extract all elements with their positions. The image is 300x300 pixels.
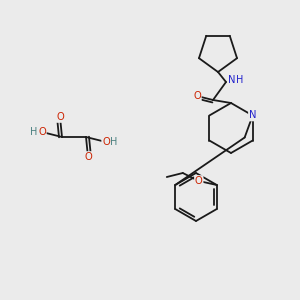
Text: O: O bbox=[193, 91, 201, 101]
Text: N: N bbox=[249, 110, 256, 121]
Text: H: H bbox=[236, 75, 244, 85]
Text: H: H bbox=[110, 137, 118, 147]
Text: O: O bbox=[195, 176, 203, 186]
Text: N: N bbox=[228, 75, 236, 85]
Text: O: O bbox=[56, 112, 64, 122]
Text: O: O bbox=[38, 127, 46, 137]
Text: O: O bbox=[102, 137, 110, 147]
Text: O: O bbox=[84, 152, 92, 162]
Text: H: H bbox=[30, 127, 38, 137]
